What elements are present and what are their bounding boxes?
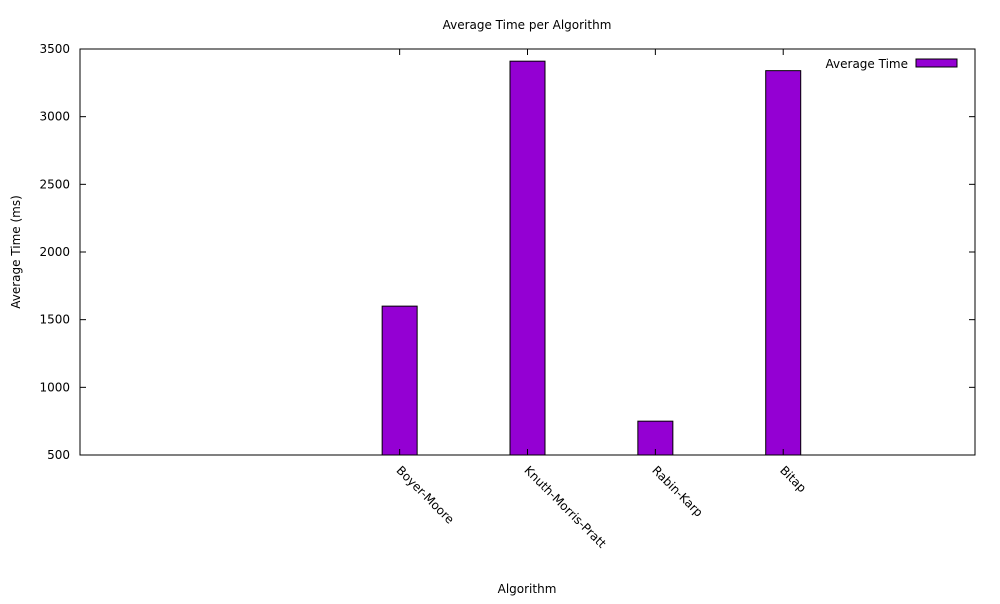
x-tick-label: Bitap xyxy=(777,463,809,495)
y-tick-label: 2000 xyxy=(39,245,70,259)
y-tick-label: 3000 xyxy=(39,110,70,124)
x-axis-label: Algorithm xyxy=(498,582,557,596)
legend: Average Time xyxy=(826,57,958,71)
y-tick-label: 1500 xyxy=(39,313,70,327)
bar xyxy=(381,305,418,456)
x-tick-label: Rabin-Karp xyxy=(649,463,705,519)
y-tick-label: 3500 xyxy=(39,42,70,56)
bar-series xyxy=(381,60,802,456)
bar xyxy=(509,60,546,456)
y-tick-label: 1000 xyxy=(39,380,70,394)
x-tick-label: Boyer-Moore xyxy=(394,463,457,526)
legend-label: Average Time xyxy=(826,57,908,71)
y-axis-label: Average Time (ms) xyxy=(9,195,23,309)
chart-title: Average Time per Algorithm xyxy=(443,18,612,32)
x-axis: Boyer-Moore Knuth-Morris-Pratt Rabin-Karp B… xyxy=(394,49,809,551)
y-tick-label: 2500 xyxy=(39,177,70,191)
y-axis: 500 1000 1500 2000 2500 3000 3500 xyxy=(39,42,975,462)
legend-swatch xyxy=(915,58,958,68)
x-tick-label: Knuth-Morris-Pratt xyxy=(521,463,609,551)
y-tick-label: 500 xyxy=(47,448,70,462)
bar xyxy=(765,70,802,456)
